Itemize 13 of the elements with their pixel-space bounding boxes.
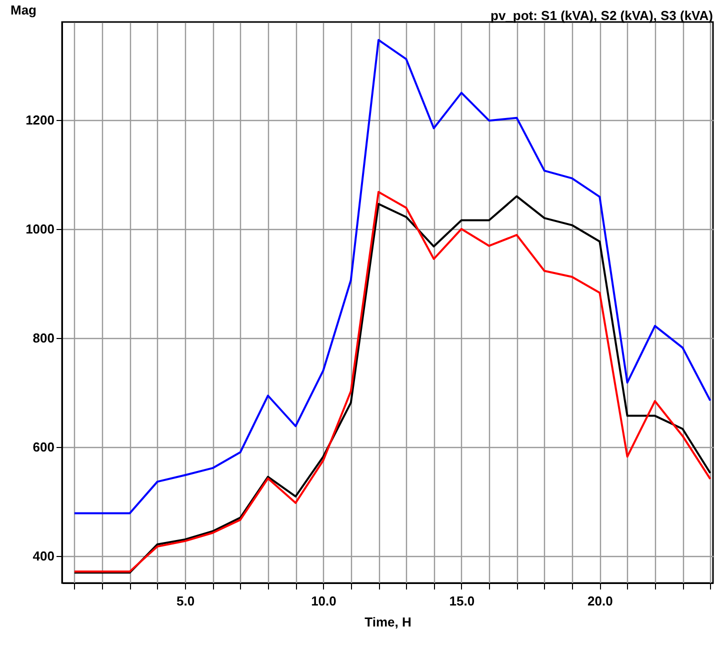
x-axis-title: Time, H — [364, 614, 412, 630]
y-tick-label: 400 — [32, 548, 54, 564]
x-tick-label: 5.0 — [176, 594, 195, 608]
y-tick-label: 1200 — [26, 112, 54, 128]
x-tick-label: 10.0 — [311, 594, 336, 608]
x-tick-label: 20.0 — [588, 594, 613, 608]
x-tick-label: 15.0 — [449, 594, 475, 608]
y-axis-title: Mag — [10, 2, 37, 18]
y-tick-label: 1000 — [26, 221, 54, 236]
y-tick-label: 600 — [32, 439, 54, 454]
line-series — [73, 38, 712, 514]
chart-title: pv_pot: S1 (kVA), S2 (kVA), S3 (kVA) — [490, 8, 713, 23]
y-tick-label: 800 — [32, 330, 54, 346]
